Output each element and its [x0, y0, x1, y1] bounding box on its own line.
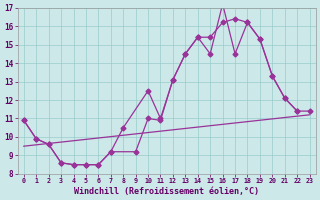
X-axis label: Windchill (Refroidissement éolien,°C): Windchill (Refroidissement éolien,°C)	[74, 187, 259, 196]
